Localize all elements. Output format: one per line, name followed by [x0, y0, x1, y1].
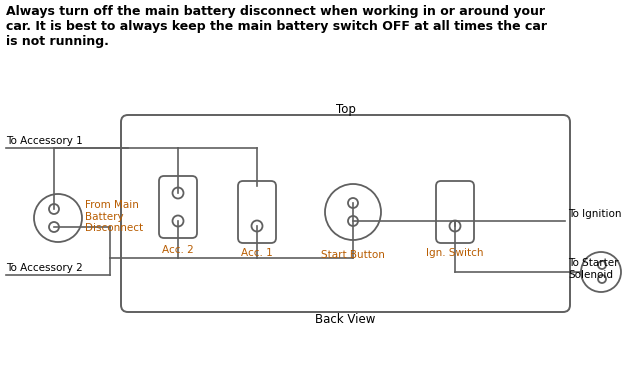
Circle shape [348, 198, 358, 208]
Text: Acc. 2: Acc. 2 [162, 245, 194, 255]
Text: Ign. Switch: Ign. Switch [426, 248, 484, 258]
Circle shape [449, 220, 461, 231]
Text: Acc. 1: Acc. 1 [241, 248, 273, 258]
Circle shape [49, 204, 59, 214]
Text: Top: Top [335, 103, 355, 116]
Circle shape [325, 184, 381, 240]
FancyBboxPatch shape [159, 176, 197, 238]
FancyBboxPatch shape [436, 181, 474, 243]
Circle shape [348, 216, 358, 226]
Circle shape [581, 252, 621, 292]
Text: To Ignition: To Ignition [568, 209, 621, 219]
Text: Back View: Back View [316, 313, 376, 326]
Text: To Starter
Solenoid: To Starter Solenoid [568, 258, 618, 280]
Text: To Accessory 1: To Accessory 1 [6, 136, 83, 146]
Circle shape [173, 187, 184, 198]
Text: To Accessory 2: To Accessory 2 [6, 263, 83, 273]
Circle shape [34, 194, 82, 242]
Circle shape [598, 275, 606, 283]
Text: From Main
Battery
Disconnect: From Main Battery Disconnect [85, 200, 143, 233]
FancyBboxPatch shape [238, 181, 276, 243]
Circle shape [173, 215, 184, 226]
Text: Start Button: Start Button [321, 250, 385, 260]
Circle shape [49, 222, 59, 232]
Circle shape [252, 220, 262, 231]
FancyBboxPatch shape [121, 115, 570, 312]
Text: Always turn off the main battery disconnect when working in or around your
car. : Always turn off the main battery disconn… [6, 5, 547, 48]
Circle shape [598, 261, 606, 269]
